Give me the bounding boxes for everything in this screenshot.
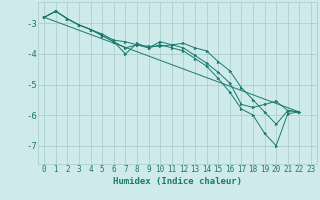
X-axis label: Humidex (Indice chaleur): Humidex (Indice chaleur) [113,177,242,186]
